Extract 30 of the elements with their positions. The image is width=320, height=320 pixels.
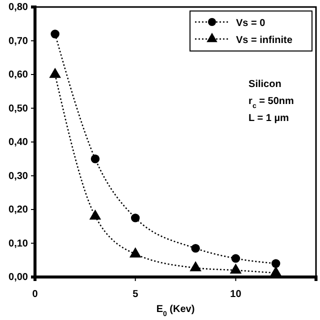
y-tick-label: 0,80 (8, 2, 28, 14)
legend-label: Vs = infinite (236, 35, 293, 46)
x-tick-label: 5 (132, 289, 139, 300)
point (191, 244, 200, 253)
point (50, 30, 60, 38)
y-tick-label: 0,10 (8, 238, 28, 250)
legend-label: Vs = 0 (236, 18, 266, 29)
y-tick-label: 0,50 (8, 103, 28, 114)
point (270, 266, 282, 276)
point (130, 214, 140, 222)
annotation: L = 1 µm (248, 113, 289, 124)
y-tick-label: 0,00 (8, 272, 28, 284)
x-tick-label: 10 (230, 289, 242, 300)
point (231, 254, 240, 263)
point (190, 261, 202, 272)
annotation: r$_{c}$ = 50nm (248, 96, 294, 110)
x-tick-label: 0 (32, 289, 38, 300)
point (230, 263, 242, 274)
point (90, 154, 100, 164)
point (129, 247, 142, 258)
point (271, 259, 280, 268)
y-tick-label: 0,70 (8, 36, 28, 47)
point (49, 68, 61, 78)
y-tick-label: 0,30 (8, 170, 28, 182)
x-axis-title: E$_{0}$ (Kev) (156, 304, 195, 318)
y-tick-label: 0,60 (8, 70, 28, 81)
annotation: Silicon (248, 79, 282, 90)
y-tick-label: 0,20 (8, 204, 28, 216)
y-tick-label: 0,40 (8, 137, 28, 148)
point (89, 209, 102, 220)
